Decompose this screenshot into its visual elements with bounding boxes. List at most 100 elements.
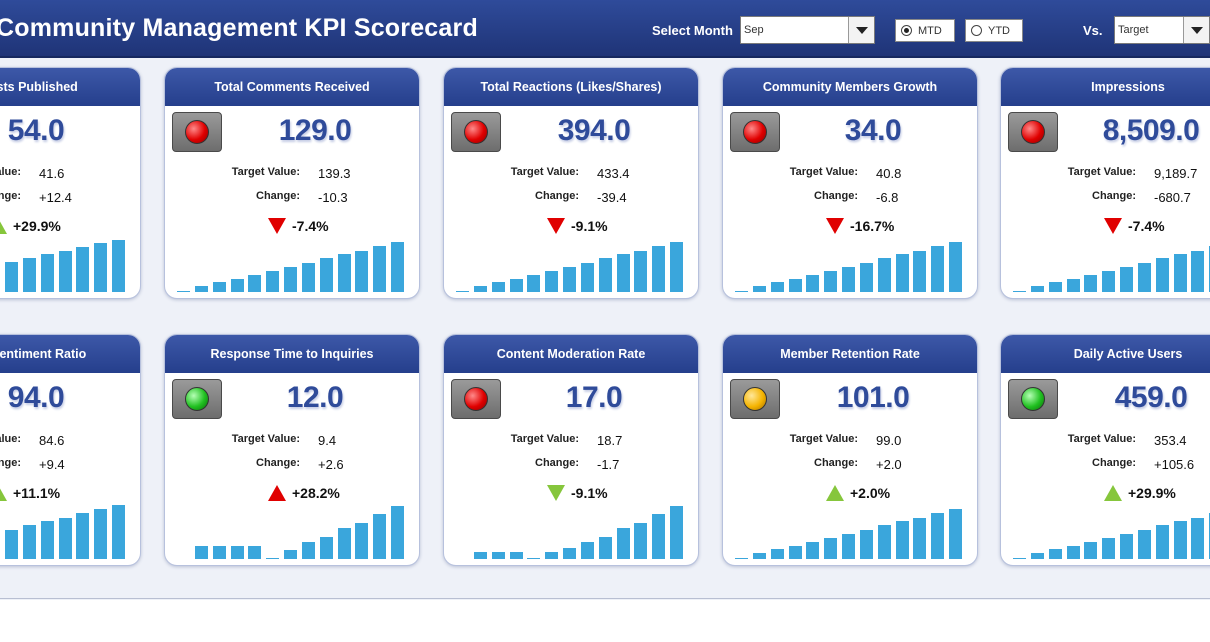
- vs-label: Vs.: [1083, 23, 1103, 38]
- traffic-light-icon: [172, 379, 222, 419]
- change-label: Change:: [814, 457, 858, 469]
- chevron-down-icon[interactable]: [1183, 17, 1209, 43]
- trend-bar: [1173, 521, 1187, 559]
- target-value-label: Target Value:: [510, 433, 579, 445]
- target-value-label: Target Value:: [1067, 433, 1136, 445]
- trend-bar: [806, 541, 820, 559]
- trend-bar: [373, 246, 387, 292]
- ytd-radio[interactable]: YTD: [965, 19, 1023, 42]
- change-percent: -7.4%: [1128, 218, 1165, 234]
- kpi-card: Total Posts Published 54.0 Target Value:…: [0, 67, 141, 299]
- kpi-value: 12.0: [286, 381, 344, 414]
- change-percent: +11.1%: [13, 485, 61, 501]
- change-value: +2.0: [876, 457, 902, 472]
- mini-bar-chart: [0, 234, 130, 292]
- status-bulb-icon: [1021, 120, 1045, 144]
- trend-bar: [355, 522, 369, 559]
- month-dropdown[interactable]: Sep: [740, 16, 875, 44]
- mtd-radio[interactable]: MTD: [895, 19, 955, 42]
- mini-bar-chart: [456, 234, 688, 292]
- status-bulb-icon: [464, 387, 488, 411]
- trend-bar: [1030, 286, 1044, 292]
- trend-bar: [1155, 525, 1169, 559]
- trend-bar: [735, 557, 748, 559]
- trend-bar: [284, 266, 298, 292]
- mini-bar-chart: [0, 501, 130, 559]
- kpi-card-title: Total Comments Received: [214, 80, 370, 94]
- change-percent: -9.1%: [571, 485, 608, 501]
- comparison-dropdown[interactable]: Target: [1114, 16, 1210, 44]
- change-label: Change:: [1092, 190, 1136, 202]
- change-percent: -9.1%: [571, 218, 608, 234]
- change-label: Change:: [0, 190, 21, 202]
- divider: [0, 598, 1210, 599]
- trend-bar: [177, 290, 190, 292]
- target-value: 84.6: [39, 433, 65, 448]
- change-value: +9.4: [39, 457, 65, 472]
- change-value: -680.7: [1154, 190, 1191, 205]
- trend-bar: [616, 528, 630, 559]
- trend-bar: [1066, 278, 1080, 292]
- trend-bar: [1048, 549, 1062, 559]
- kpi-card-title: Positive Sentiment Ratio: [0, 347, 87, 361]
- status-bulb-icon: [464, 120, 488, 144]
- trend-bar: [913, 250, 927, 292]
- trend-bar: [824, 270, 838, 292]
- trend-arrow-icon: [826, 485, 844, 501]
- trend-bar: [355, 250, 369, 292]
- change-percent: +29.9%: [13, 218, 61, 234]
- kpi-value: 17.0: [565, 381, 623, 414]
- chevron-down-icon[interactable]: [848, 17, 874, 43]
- trend-bar: [301, 542, 315, 559]
- trend-bar: [76, 247, 90, 292]
- trend-arrow-icon: [547, 485, 565, 501]
- trend-bar: [337, 528, 351, 559]
- change-value: -1.7: [597, 457, 620, 472]
- trend-bar: [545, 270, 559, 292]
- kpi-card-header: Member Retention Rate: [723, 335, 977, 373]
- trend-arrow-icon: [826, 218, 844, 234]
- kpi-card: Total Reactions (Likes/Shares) 394.0 Tar…: [443, 67, 699, 299]
- trend-bar: [319, 258, 333, 292]
- trend-bar: [284, 550, 298, 559]
- status-bulb-icon: [743, 120, 767, 144]
- trend-bar: [230, 546, 244, 559]
- change-label: Change:: [256, 457, 300, 469]
- kpi-card-header: Impressions: [1001, 68, 1210, 106]
- kpi-card-header: Total Posts Published: [0, 68, 140, 106]
- trend-bar: [895, 254, 909, 292]
- trend-bar: [473, 286, 487, 292]
- trend-bar: [509, 278, 523, 292]
- traffic-light-icon: [172, 112, 222, 152]
- trend-bar: [1137, 262, 1151, 292]
- kpi-card-header: Total Reactions (Likes/Shares): [444, 68, 698, 106]
- trend-bar: [598, 258, 612, 292]
- trend-bar: [877, 525, 891, 559]
- change-label: Change:: [814, 190, 858, 202]
- trend-bar: [248, 274, 262, 292]
- kpi-card: Total Comments Received 129.0 Target Val…: [164, 67, 420, 299]
- header-bar: Community Management KPI Scorecard Selec…: [0, 0, 1210, 58]
- ytd-radio-label: YTD: [988, 25, 1010, 37]
- trend-bar: [1173, 254, 1187, 292]
- trend-arrow-icon: [0, 485, 7, 501]
- traffic-light-icon: [730, 112, 780, 152]
- kpi-card: Impressions 8,509.0 Target Value: 9,189.…: [1000, 67, 1210, 299]
- trend-bar: [194, 286, 208, 292]
- kpi-card: Community Members Growth 34.0 Target Val…: [722, 67, 978, 299]
- change-label: Change:: [0, 457, 21, 469]
- trend-bar: [563, 547, 577, 559]
- trend-bar: [301, 262, 315, 292]
- target-value: 139.3: [318, 166, 351, 181]
- kpi-card-title: Member Retention Rate: [780, 347, 920, 361]
- change-percent: +28.2%: [292, 485, 340, 501]
- kpi-card-title: Total Reactions (Likes/Shares): [480, 80, 662, 94]
- kpi-card: Positive Sentiment Ratio 94.0 Target Val…: [0, 334, 141, 566]
- trend-bar: [788, 278, 802, 292]
- status-bulb-icon: [185, 387, 209, 411]
- change-percent: +29.9%: [1128, 485, 1176, 501]
- kpi-card-header: Response Time to Inquiries: [165, 335, 419, 373]
- kpi-card: Daily Active Users 459.0 Target Value: 3…: [1000, 334, 1210, 566]
- trend-bar: [1191, 250, 1205, 292]
